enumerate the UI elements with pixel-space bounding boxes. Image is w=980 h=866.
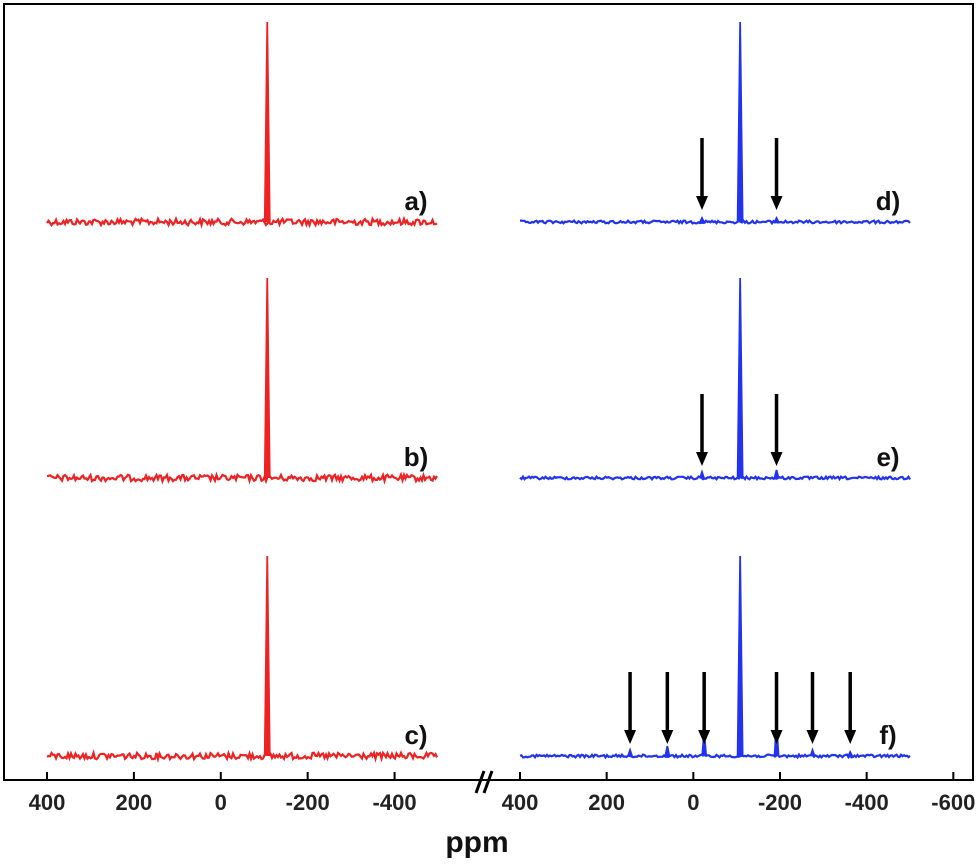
- x-tick-label: 0: [215, 790, 227, 815]
- spectrum-peak: [263, 639, 271, 757]
- x-tick-label: -600: [931, 790, 975, 815]
- panel-label: f): [879, 720, 896, 750]
- x-tick-label: -400: [845, 790, 889, 815]
- arrows-layer: [624, 138, 857, 744]
- plot-frame: [3, 3, 974, 781]
- spectrum-peak: [809, 747, 816, 757]
- spectra-layer: a) b) c) d) e) f): [46, 21, 911, 764]
- panel-label: e): [876, 442, 899, 472]
- spectrum-baseline: [519, 752, 911, 760]
- x-tick-label: -200: [286, 790, 330, 815]
- spectrum-peak: [773, 469, 780, 479]
- x-tick-label: 200: [116, 790, 153, 815]
- arrow-head-icon: [696, 452, 708, 466]
- spectrum-peak: [736, 555, 744, 757]
- arrow-head-icon: [844, 730, 857, 744]
- spectrum-peak: [627, 747, 633, 757]
- x-tick-label: 400: [29, 790, 66, 815]
- panel-label: d): [876, 186, 901, 216]
- x-axis-label: ppm: [445, 826, 508, 859]
- arrow-head-icon: [770, 196, 783, 210]
- x-tick-label: 0: [687, 790, 699, 815]
- axis-break-icon: [474, 770, 494, 794]
- arrow-head-icon: [806, 730, 819, 744]
- panel-label: b): [404, 442, 429, 472]
- spectrum-peak: [736, 277, 744, 479]
- arrow-head-icon: [770, 452, 783, 466]
- spectrum-peak: [263, 277, 271, 479]
- spectrum-baseline: [46, 215, 438, 229]
- arrow-head-icon: [624, 730, 637, 744]
- spectrum-peak: [736, 21, 744, 223]
- spectrum-peak: [664, 745, 671, 757]
- panel-label: c): [404, 720, 427, 750]
- arrow-head-icon: [661, 730, 674, 744]
- spectrum-baseline: [46, 748, 439, 764]
- spectrum-baseline: [519, 474, 911, 482]
- arrow-head-icon: [698, 730, 711, 744]
- spectrum-peak: [263, 21, 271, 223]
- spectrum-peak: [773, 215, 780, 223]
- ticks-layer: 400 200 0 -200 -400 400 200 0 -200 -400 -600: [29, 772, 975, 815]
- spectrum-peak: [847, 749, 854, 757]
- spectrum-peak: [699, 469, 705, 479]
- spectrum-baseline: [520, 218, 911, 226]
- arrow-head-icon: [696, 196, 708, 210]
- x-tick-label: -400: [373, 790, 417, 815]
- x-tick-label: 400: [502, 790, 539, 815]
- panel-label: a): [404, 186, 427, 216]
- arrow-head-icon: [770, 730, 783, 744]
- spectrum-baseline: [46, 471, 438, 485]
- x-tick-label: -200: [758, 790, 802, 815]
- spectrum-peak: [699, 215, 705, 223]
- x-tick-label: 200: [588, 790, 625, 815]
